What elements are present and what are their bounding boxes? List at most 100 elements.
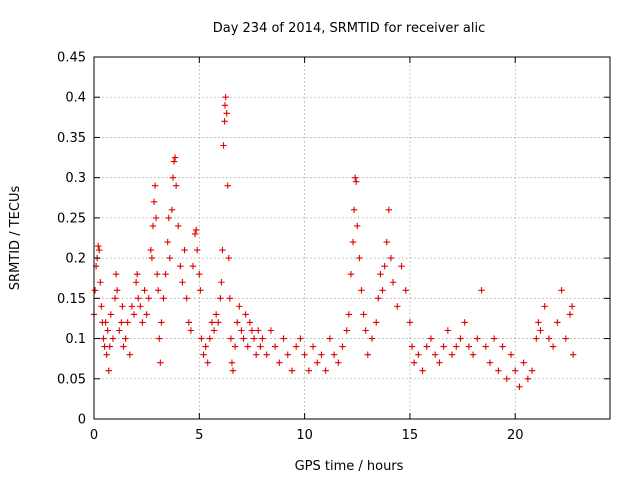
data-point — [202, 343, 209, 350]
data-point — [164, 238, 171, 246]
data-point — [314, 359, 321, 366]
data-point — [139, 319, 146, 326]
data-point — [549, 343, 557, 350]
data-point — [226, 295, 234, 302]
y-tick-label: 0.2 — [65, 252, 86, 267]
y-tick-label: 0.35 — [57, 131, 86, 146]
data-point — [141, 287, 148, 294]
data-point — [457, 335, 464, 342]
data-point — [280, 335, 287, 342]
data-point — [419, 367, 426, 374]
data-point — [535, 319, 542, 326]
data-point — [166, 254, 174, 262]
data-point — [189, 262, 197, 270]
data-point — [387, 254, 395, 262]
data-point — [102, 319, 109, 326]
data-point — [520, 359, 527, 366]
data-point — [507, 351, 515, 358]
data-point — [122, 335, 129, 342]
data-point — [91, 287, 99, 294]
data-point — [151, 182, 159, 189]
data-point — [263, 351, 270, 358]
data-point — [130, 311, 138, 318]
data-point — [221, 102, 229, 109]
data-point — [558, 287, 565, 294]
data-point — [200, 351, 207, 358]
data-point — [524, 375, 532, 382]
data-point — [229, 367, 237, 374]
y-tick-label: 0.3 — [65, 171, 86, 186]
data-point — [252, 351, 260, 358]
data-point — [465, 343, 473, 350]
data-point — [204, 359, 211, 366]
data-point — [284, 351, 291, 358]
data-point — [106, 343, 113, 350]
data-point — [345, 311, 353, 318]
data-point — [343, 327, 350, 334]
data-point — [179, 279, 186, 286]
data-point — [234, 319, 241, 326]
data-point — [172, 182, 180, 189]
data-point — [350, 206, 358, 214]
data-point — [305, 367, 313, 374]
chart-title: Day 234 of 2014, SRMTID for receiver ali… — [213, 21, 486, 36]
data-point — [469, 351, 477, 358]
data-point — [227, 335, 235, 342]
data-point — [257, 343, 264, 350]
y-tick-label: 0.1 — [65, 332, 86, 347]
x-tick-label: 20 — [507, 428, 524, 443]
data-point — [217, 295, 224, 302]
data-point — [145, 295, 152, 302]
data-point — [490, 335, 498, 342]
data-point — [309, 343, 317, 350]
data-point — [152, 214, 160, 222]
data-point — [562, 335, 569, 342]
series-points — [90, 94, 577, 391]
data-point — [100, 335, 107, 342]
x-tick-label: 5 — [195, 428, 203, 443]
data-point — [156, 335, 163, 342]
data-point — [112, 271, 120, 278]
data-point — [95, 242, 102, 250]
data-point — [541, 303, 548, 310]
y-axis-label: SRMTID / TECUs — [8, 186, 23, 291]
data-point — [120, 343, 127, 350]
data-point — [431, 351, 439, 358]
data-point — [244, 343, 251, 350]
data-point — [153, 271, 161, 278]
data-point — [219, 246, 226, 254]
y-tick-label: 0.25 — [57, 211, 86, 226]
data-point — [208, 319, 216, 326]
data-point — [528, 367, 536, 374]
data-point — [512, 367, 519, 374]
data-point — [225, 254, 232, 262]
data-point — [124, 319, 131, 326]
data-point — [383, 238, 390, 246]
data-point — [495, 367, 502, 374]
data-point — [545, 335, 553, 342]
y-tick-label: 0.45 — [57, 51, 86, 66]
data-point — [255, 327, 262, 334]
data-point — [326, 335, 334, 342]
data-point — [406, 319, 414, 326]
data-point — [113, 287, 121, 294]
data-point — [427, 335, 435, 342]
data-point — [353, 178, 360, 185]
data-point — [126, 351, 134, 358]
data-point — [183, 295, 190, 302]
data-point — [368, 335, 376, 342]
data-point — [187, 327, 195, 334]
data-point — [185, 319, 192, 326]
data-point — [191, 230, 199, 238]
data-point — [486, 359, 494, 366]
data-point — [238, 327, 245, 334]
data-point — [236, 303, 243, 310]
data-point — [206, 335, 214, 342]
data-point — [453, 343, 460, 350]
x-tick-label: 10 — [296, 428, 313, 443]
data-point — [150, 198, 158, 205]
data-point — [288, 367, 296, 374]
data-point — [165, 214, 172, 222]
data-point — [220, 142, 227, 149]
data-point — [198, 335, 205, 342]
